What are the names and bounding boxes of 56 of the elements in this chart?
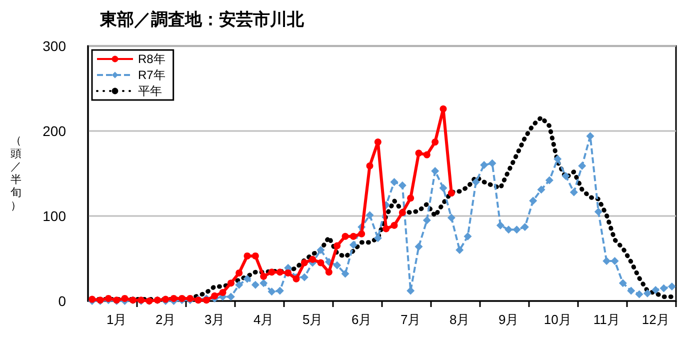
point xyxy=(104,294,112,302)
point xyxy=(325,268,332,276)
point xyxy=(407,194,414,202)
x-tick-label: 4月 xyxy=(253,312,274,327)
point xyxy=(268,268,276,276)
x-tick-label: 1月 xyxy=(106,312,127,327)
x-tick-label: 3月 xyxy=(204,312,225,327)
point xyxy=(374,138,382,146)
point xyxy=(448,190,455,197)
point xyxy=(382,225,390,232)
y-axis-title: （頭／半旬） xyxy=(10,135,22,212)
y-tick-label: 300 xyxy=(42,38,66,54)
x-tick-label: 5月 xyxy=(302,312,323,327)
point xyxy=(398,209,406,216)
point xyxy=(227,280,234,287)
point xyxy=(284,269,292,276)
point xyxy=(244,252,251,260)
x-tick-label: 7月 xyxy=(400,312,421,327)
x-tick-label: 2月 xyxy=(155,312,176,327)
point xyxy=(252,252,259,260)
point xyxy=(276,268,284,276)
point xyxy=(260,272,268,280)
point xyxy=(236,269,243,276)
x-tick-label: 9月 xyxy=(498,312,519,327)
x-tick-label: 8月 xyxy=(449,312,470,327)
point xyxy=(415,150,422,157)
point xyxy=(423,151,430,158)
y-tick-label: 0 xyxy=(58,293,66,309)
point xyxy=(300,259,308,266)
point xyxy=(317,259,324,266)
point xyxy=(358,230,366,238)
legend-label: R7年 xyxy=(138,68,166,82)
point xyxy=(211,292,218,300)
point xyxy=(366,162,374,170)
point xyxy=(219,289,226,296)
point xyxy=(170,294,178,302)
point xyxy=(202,296,210,304)
point xyxy=(342,232,349,240)
point xyxy=(390,222,398,229)
point xyxy=(121,294,128,302)
point xyxy=(178,294,186,302)
point xyxy=(186,294,194,302)
x-tick-label: 10月 xyxy=(544,312,572,327)
y-tick-label: 200 xyxy=(42,123,66,139)
legend-label: 平年 xyxy=(138,84,162,98)
x-tick-label: 12月 xyxy=(642,312,670,327)
point xyxy=(309,256,316,263)
x-tick-label: 11月 xyxy=(593,312,620,327)
point xyxy=(334,242,341,250)
legend-label: R8年 xyxy=(138,52,166,66)
point xyxy=(432,138,439,146)
point xyxy=(350,232,357,240)
chart-title: 東部／調査地：安芸市川北 xyxy=(99,10,305,29)
point xyxy=(440,105,447,112)
y-tick-label: 100 xyxy=(42,208,66,224)
x-tick-label: 6月 xyxy=(351,312,372,327)
